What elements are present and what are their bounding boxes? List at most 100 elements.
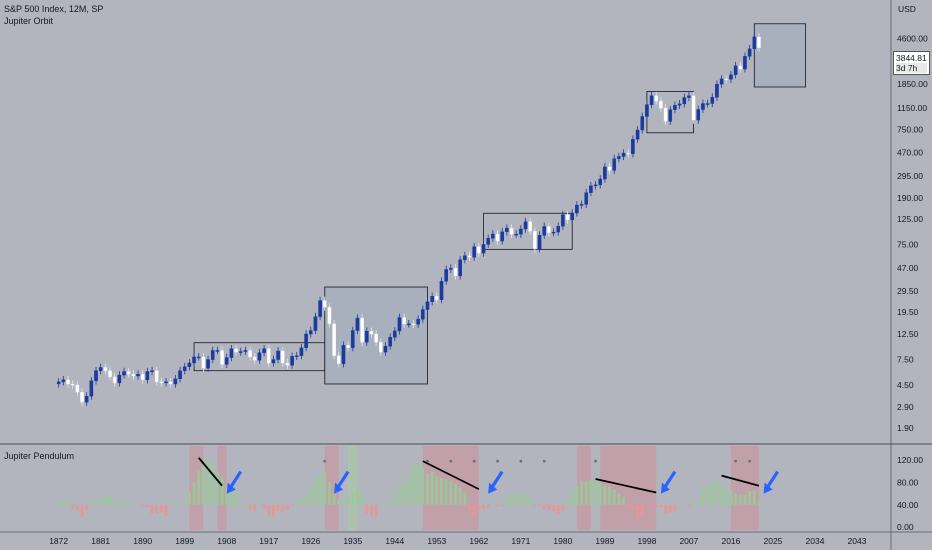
- osc-bar-1950: [421, 466, 425, 505]
- candle-body-1979: [556, 226, 561, 233]
- osc-bar-1882: [103, 494, 107, 505]
- price-tick-5: 470.00: [897, 148, 923, 158]
- candle-body-1892: [150, 370, 154, 372]
- candle-body-1924: [299, 347, 304, 356]
- candle-body-1916: [262, 348, 266, 353]
- osc-bar-1909: [230, 489, 233, 505]
- candle-body-1996: [635, 129, 640, 140]
- price-tick-8: 125.00: [897, 214, 923, 224]
- trendline-1: [422, 460, 480, 490]
- osc-tick-0: 120.00: [897, 455, 923, 465]
- oscillator-title: Jupiter Pendulum: [4, 451, 75, 461]
- osc-bar-1951: [426, 473, 429, 505]
- time-tick-5: 1917: [259, 536, 278, 546]
- candle-body-1991: [612, 158, 617, 171]
- osc-tick-1: 80.00: [897, 477, 919, 487]
- osc-bar-1981: [566, 500, 569, 505]
- candle-body-1946: [402, 317, 406, 325]
- candle-body-1931: [332, 323, 336, 356]
- osc-bar-1874: [66, 499, 70, 505]
- candle-body-1987: [593, 184, 598, 187]
- osc-bar-1879: [89, 503, 93, 505]
- arrow-shaft-0: [228, 470, 243, 490]
- time-tick-17: 2025: [763, 536, 782, 546]
- osc-bar-1954: [440, 477, 443, 505]
- osc-bar-1960: [468, 504, 471, 511]
- candle-body-1961: [472, 246, 476, 258]
- osc-bar-1894: [159, 504, 163, 513]
- osc-bar-1969: [510, 493, 513, 505]
- osc-bar-1929: [323, 471, 327, 505]
- time-tick-14: 1998: [637, 536, 656, 546]
- candle-body-1962: [477, 246, 481, 254]
- candle-body-1911: [238, 351, 243, 353]
- candle-body-1919: [276, 350, 280, 360]
- osc-bar-1986: [589, 480, 593, 505]
- marker-dot-1: [426, 459, 429, 463]
- osc-bar-2015: [724, 488, 728, 505]
- candle-body-1879: [89, 380, 94, 397]
- osc-bar-2013: [715, 482, 719, 505]
- osc-bar-1928: [318, 474, 322, 505]
- osc-bar-2004: [673, 504, 677, 512]
- osc-bar-1938: [365, 504, 369, 514]
- candle-body-1935: [350, 330, 355, 348]
- osc-bar-1983: [575, 485, 579, 505]
- candle-body-2017: [733, 65, 738, 75]
- candle-body-1890: [140, 373, 145, 381]
- candle-body-2016: [729, 74, 733, 80]
- osc-bar-1891: [145, 504, 149, 508]
- osc-bar-2019: [743, 494, 747, 505]
- osc-bar-1903: [201, 462, 205, 505]
- osc-bar-1980: [561, 504, 565, 512]
- candle-body-1885: [117, 374, 122, 384]
- osc-bar-1964: [486, 504, 490, 509]
- candle-body-1886: [122, 371, 126, 376]
- osc-bar-1959: [463, 492, 467, 505]
- candle-body-1980: [561, 214, 565, 227]
- candle-body-2008: [691, 95, 696, 121]
- red-band-4: [576, 446, 591, 530]
- osc-bar-2005: [678, 504, 681, 506]
- osc-bar-2017: [734, 493, 738, 505]
- osc-bar-1946: [402, 482, 406, 505]
- time-tick-9: 1953: [427, 536, 446, 546]
- osc-bar-2010: [701, 492, 705, 505]
- candle-body-1926: [308, 330, 313, 335]
- osc-bar-1982: [570, 492, 574, 505]
- candle-body-1895: [164, 381, 168, 384]
- candle-body-1974: [533, 231, 537, 250]
- osc-bar-1999: [650, 504, 653, 508]
- osc-bar-1936: [356, 489, 359, 505]
- candle-body-1923: [294, 355, 299, 357]
- osc-bar-1949: [416, 464, 420, 505]
- osc-bar-2008: [692, 500, 695, 505]
- osc-bar-1914: [253, 504, 257, 511]
- osc-bar-1973: [528, 498, 532, 505]
- candle-body-1903: [201, 356, 206, 369]
- candle-body-2010: [701, 103, 705, 110]
- candle-body-1955: [444, 269, 448, 282]
- candle-body-2005: [677, 103, 682, 106]
- osc-bar-1889: [136, 503, 140, 505]
- candle-body-1985: [584, 192, 589, 205]
- osc-bar-1898: [178, 504, 182, 506]
- candle-body-1906: [215, 350, 220, 352]
- candle-body-1963: [481, 244, 486, 254]
- osc-bar-1965: [491, 503, 495, 505]
- candle-body-1928: [318, 300, 322, 317]
- osc-bar-1906: [216, 471, 219, 505]
- arrow-head-4: [763, 482, 773, 494]
- time-tick-11: 1971: [511, 536, 530, 546]
- candle-body-1889: [136, 373, 140, 377]
- candle-body-1925: [304, 333, 308, 348]
- candle-body-1976: [542, 226, 547, 236]
- candle-body-1938: [364, 331, 369, 343]
- candle-body-1944: [393, 330, 397, 338]
- price-tick-16: 2.90: [897, 402, 914, 412]
- candle-body-1897: [173, 378, 178, 385]
- candle-body-1913: [248, 350, 252, 358]
- candle-body-1966: [495, 233, 500, 242]
- osc-bar-1943: [388, 501, 392, 505]
